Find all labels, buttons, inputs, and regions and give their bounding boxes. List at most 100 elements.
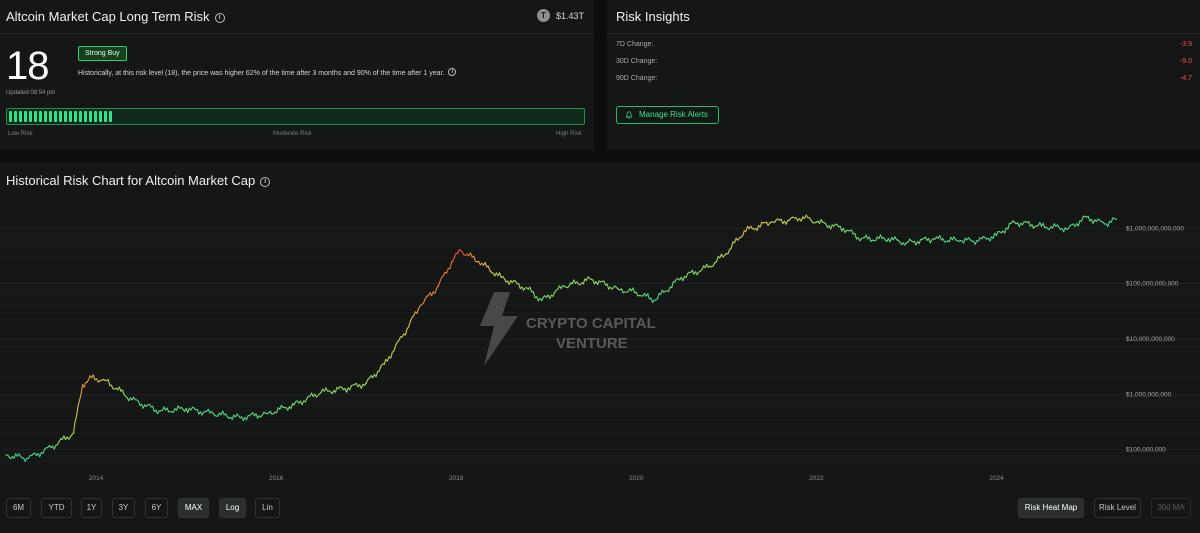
series-segment — [386, 356, 390, 362]
series-segment — [842, 227, 846, 234]
insights-title: Risk Insights — [616, 9, 690, 24]
series-segment — [454, 252, 457, 257]
x-axis-labels: 2014 2016 2018 2020 2022 2024 — [89, 475, 1004, 482]
chart-panel: Historical Risk Chart for Altcoin Market… — [0, 162, 1200, 533]
scale-button-lin[interactable]: Lin — [255, 498, 280, 518]
series-segment — [42, 448, 46, 454]
data-point — [451, 261, 453, 263]
series-segment — [196, 408, 200, 415]
data-point — [977, 239, 980, 242]
series-segment — [424, 295, 428, 300]
series-segment — [349, 385, 352, 391]
series-segment — [868, 236, 872, 242]
watermark-line-1: CRYPTO CAPITAL — [526, 315, 656, 332]
series-segment — [118, 386, 122, 392]
manage-risk-alerts-label: Manage Risk Alerts — [639, 110, 708, 119]
y-axis-labels: $100,000,000 $1,000,000,000 $10,000,000,00… — [1126, 225, 1184, 453]
manage-risk-alerts-button[interactable]: Manage Risk Alerts — [616, 106, 719, 124]
series-segment — [668, 286, 671, 292]
data-point — [770, 221, 773, 223]
series-segment — [452, 255, 456, 262]
risk-meter-segment — [39, 111, 42, 122]
series-segment — [107, 379, 111, 387]
x-tick-label: 2022 — [809, 475, 824, 482]
series-segment — [172, 408, 176, 413]
series-segment — [1052, 223, 1055, 229]
series-segment — [1007, 222, 1011, 230]
range-button-6y[interactable]: 6Y — [145, 498, 168, 518]
data-point — [72, 432, 75, 434]
series-segment — [53, 444, 57, 450]
risk-score: 18 — [6, 44, 49, 88]
series-segment — [865, 234, 869, 240]
data-point — [383, 363, 385, 365]
data-point — [959, 239, 962, 242]
series-segment — [1031, 224, 1035, 229]
series-segment — [166, 407, 170, 413]
series-segment — [582, 278, 586, 285]
data-point — [707, 266, 710, 268]
series-segment — [1107, 220, 1111, 227]
series-segment — [712, 261, 716, 267]
risk-heat-map-button[interactable]: Risk Heat Map — [1018, 498, 1084, 518]
series-segment — [992, 232, 996, 239]
series-segment — [939, 234, 942, 241]
data-point — [50, 446, 52, 449]
series-segment — [552, 291, 556, 297]
series-segment — [830, 224, 833, 230]
risk-meter-segment — [59, 111, 62, 122]
series-segment — [442, 271, 446, 277]
data-point — [239, 416, 241, 419]
series-segment — [279, 404, 282, 410]
risk-meter-segment — [29, 111, 32, 122]
series-segment — [383, 358, 387, 365]
y-tick-label: $1,000,000,000 — [1126, 391, 1172, 398]
scale-button-log[interactable]: Log — [219, 498, 246, 518]
moderate-risk-label: Moderate Risk — [273, 131, 312, 137]
data-point — [365, 382, 367, 384]
info-icon[interactable]: i — [260, 177, 271, 187]
info-icon[interactable]: i — [448, 68, 457, 76]
risk-level-button[interactable]: Risk Level — [1094, 498, 1141, 518]
risk-meter-segment — [74, 111, 77, 122]
range-button-6m[interactable]: 6M — [6, 498, 31, 518]
series-segment — [375, 370, 379, 378]
series-segment — [390, 351, 393, 359]
series-segment — [469, 252, 473, 258]
series-segment — [334, 386, 338, 393]
risk-meter — [6, 108, 585, 125]
series-segment — [632, 287, 636, 294]
range-button-1y[interactable]: 1Y — [81, 498, 102, 518]
series-segment — [245, 415, 249, 421]
data-point — [743, 230, 746, 232]
series-segment — [74, 415, 78, 423]
insight-label: 7D Change: — [616, 41, 654, 48]
30d-ma-button[interactable]: 30d MA — [1151, 498, 1191, 518]
range-button-max[interactable]: MAX — [178, 498, 209, 518]
range-button-3y[interactable]: 3Y — [112, 498, 135, 518]
data-point — [842, 227, 845, 230]
range-button-ytd[interactable]: YTD — [41, 498, 72, 518]
insight-value: -4.7 — [1179, 75, 1192, 82]
y-tick-label: $100,000,000 — [1126, 447, 1166, 454]
series-segment — [656, 292, 660, 300]
data-point — [1067, 227, 1070, 230]
series-segment — [152, 405, 155, 413]
series-segment — [879, 234, 883, 239]
chart-title: Historical Risk Chart for Altcoin Market… — [6, 173, 256, 188]
series-segment — [121, 389, 125, 396]
data-point — [802, 216, 804, 218]
risk-meter-segment — [94, 111, 97, 122]
info-icon[interactable]: i — [214, 13, 225, 23]
series-segment — [404, 328, 408, 336]
data-point — [212, 412, 214, 415]
series-segment — [13, 453, 17, 459]
series-segment — [825, 223, 829, 228]
bell-icon — [625, 111, 633, 119]
series-segment — [1110, 217, 1114, 223]
historical-risk-chart[interactable]: CRYPTO CAPITAL VENTURE $100,000,000 $1,00… — [0, 194, 1200, 484]
series-segment — [727, 248, 731, 255]
risk-meter-segment — [64, 111, 67, 122]
series-segment — [287, 406, 290, 411]
market-cap-value: $1.43T — [555, 10, 584, 21]
